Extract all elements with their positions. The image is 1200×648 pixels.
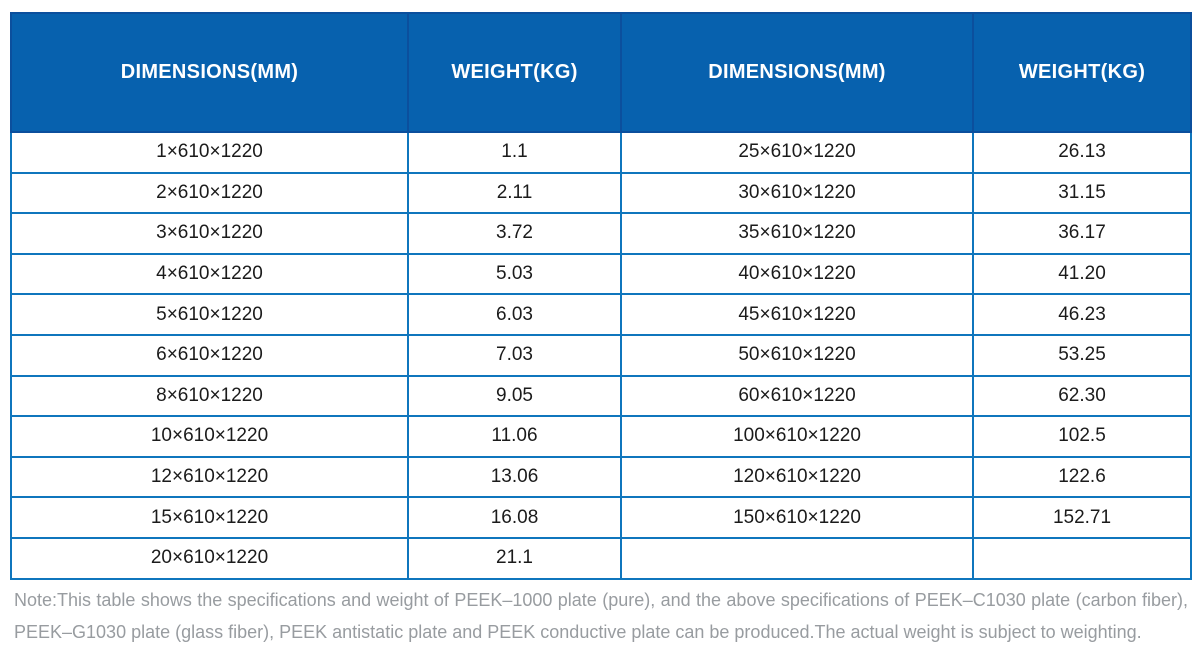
dimensions-cell: 100×610×1220	[620, 415, 974, 458]
dimensions-cell: 120×610×1220	[620, 455, 974, 499]
weight-cell: 53.25	[972, 333, 1192, 377]
table-row: 20×610×1220 21.1	[10, 536, 1192, 580]
dimensions-cell: 45×610×1220	[620, 293, 974, 336]
dimensions-cell: 40×610×1220	[620, 252, 974, 296]
weight-cell: 62.30	[972, 374, 1192, 418]
weight-cell: 46.23	[972, 293, 1192, 336]
weight-cell: 11.06	[407, 415, 622, 458]
spec-table-header: DIMENSIONS(MM) WEIGHT(KG) DIMENSIONS(MM) WE…	[10, 12, 1192, 133]
table-row: 12×610×1220 13.06 120×610×1220 122.6	[10, 455, 1192, 499]
dimensions-cell: 150×610×1220	[620, 496, 974, 539]
table-row: 6×610×1220 7.03 50×610×1220 53.25	[10, 333, 1192, 377]
weight-cell: 3.72	[407, 212, 622, 255]
weight-cell: 9.05	[407, 374, 622, 418]
weight-cell	[972, 536, 1192, 580]
weight-cell: 5.03	[407, 252, 622, 296]
dimensions-cell: 60×610×1220	[620, 374, 974, 418]
dimensions-cell: 2×610×1220	[10, 171, 409, 215]
table-row: 15×610×1220 16.08 150×610×1220 152.71	[10, 496, 1192, 539]
dimensions-cell	[620, 536, 974, 580]
dimensions-cell: 20×610×1220	[10, 536, 409, 580]
dimensions-cell: 15×610×1220	[10, 496, 409, 539]
dimensions-cell: 35×610×1220	[620, 212, 974, 255]
dimensions-cell: 50×610×1220	[620, 333, 974, 377]
header-row: DIMENSIONS(MM) WEIGHT(KG) DIMENSIONS(MM) WE…	[10, 12, 1192, 133]
table-row: 1×610×1220 1.1 25×610×1220 26.13	[10, 131, 1192, 174]
dimensions-cell: 1×610×1220	[10, 131, 409, 174]
dimensions-cell: 12×610×1220	[10, 455, 409, 499]
header-cell-weight-3: WEIGHT(KG)	[972, 12, 1192, 133]
dimensions-cell: 6×610×1220	[10, 333, 409, 377]
dimensions-cell: 3×610×1220	[10, 212, 409, 255]
table-row: 3×610×1220 3.72 35×610×1220 36.17	[10, 212, 1192, 255]
weight-cell: 7.03	[407, 333, 622, 377]
dimensions-cell: 30×610×1220	[620, 171, 974, 215]
weight-cell: 16.08	[407, 496, 622, 539]
weight-cell: 36.17	[972, 212, 1192, 255]
table-row: 4×610×1220 5.03 40×610×1220 41.20	[10, 252, 1192, 296]
table-row: 8×610×1220 9.05 60×610×1220 62.30	[10, 374, 1192, 418]
table-row: 2×610×1220 2.11 30×610×1220 31.15	[10, 171, 1192, 215]
dimensions-cell: 8×610×1220	[10, 374, 409, 418]
table-row: 10×610×1220 11.06 100×610×1220 102.5	[10, 415, 1192, 458]
spec-table-body: 1×610×1220 1.1 25×610×1220 26.13 2×610×1220 2…	[10, 131, 1192, 580]
spec-table: DIMENSIONS(MM) WEIGHT(KG) DIMENSIONS(MM) WE…	[10, 12, 1192, 580]
weight-cell: 102.5	[972, 415, 1192, 458]
weight-cell: 1.1	[407, 131, 622, 174]
weight-cell: 152.71	[972, 496, 1192, 539]
weight-cell: 26.13	[972, 131, 1192, 174]
weight-cell: 6.03	[407, 293, 622, 336]
weight-cell: 21.1	[407, 536, 622, 580]
table-row: 5×610×1220 6.03 45×610×1220 46.23	[10, 293, 1192, 336]
weight-cell: 122.6	[972, 455, 1192, 499]
weight-cell: 2.11	[407, 171, 622, 215]
dimensions-cell: 25×610×1220	[620, 131, 974, 174]
weight-cell: 41.20	[972, 252, 1192, 296]
weight-cell: 31.15	[972, 171, 1192, 215]
weight-cell: 13.06	[407, 455, 622, 499]
header-cell-dimensions-2: DIMENSIONS(MM)	[620, 12, 974, 133]
header-cell-weight-1: WEIGHT(KG)	[407, 12, 622, 133]
dimensions-cell: 5×610×1220	[10, 293, 409, 336]
dimensions-cell: 10×610×1220	[10, 415, 409, 458]
note-text: Note:This table shows the specifications…	[14, 590, 1188, 642]
dimensions-cell: 4×610×1220	[10, 252, 409, 296]
header-cell-dimensions-0: DIMENSIONS(MM)	[10, 12, 409, 133]
